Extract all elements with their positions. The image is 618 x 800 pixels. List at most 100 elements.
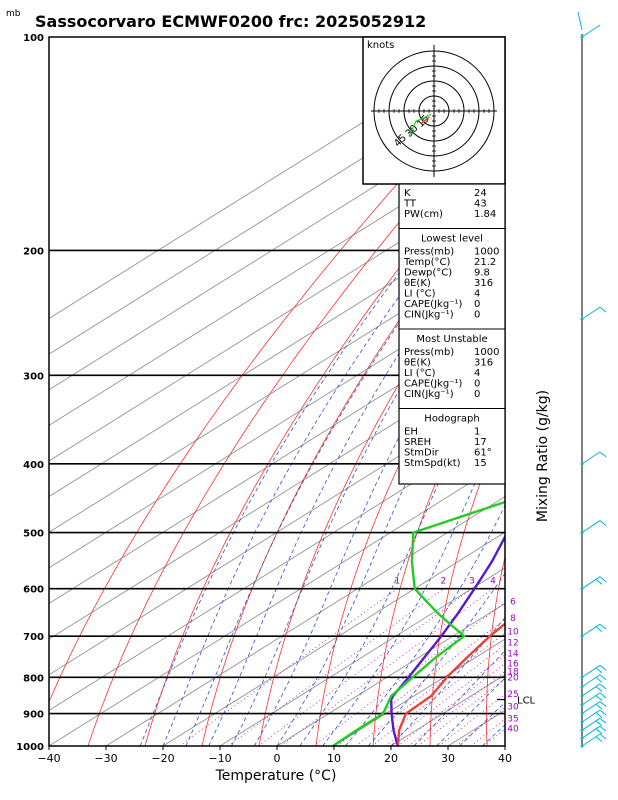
panel-row-value: 24 xyxy=(474,188,487,199)
temp-tick-label: −20 xyxy=(151,752,174,765)
wind-barb-flag xyxy=(599,623,607,630)
isotherm-line xyxy=(105,496,505,746)
mixing-ratio-line xyxy=(280,588,494,746)
isotherm-line xyxy=(49,389,505,676)
panel-section-header: Most Unstable xyxy=(416,334,487,345)
panel-section-header: Hodograph xyxy=(424,414,479,425)
isotherm-line xyxy=(276,603,505,746)
x-axis-title: Temperature (°C) xyxy=(215,768,337,784)
wind-barb-flag xyxy=(595,676,603,683)
hodograph-units: knots xyxy=(367,40,394,51)
mixing-ratio-line xyxy=(438,693,505,746)
panel-row-value: 4 xyxy=(474,368,480,379)
panel-row-value: 9.8 xyxy=(474,268,490,279)
isotherm-line xyxy=(49,353,505,640)
wind-barb-flag xyxy=(595,736,603,742)
wind-barb-flag xyxy=(595,720,603,727)
mixing-ratio-line xyxy=(470,718,505,746)
isotherm-line xyxy=(504,745,505,746)
panel-row-value: 316 xyxy=(474,278,493,289)
isotherm-line xyxy=(49,37,500,319)
isotherm-line xyxy=(49,104,505,391)
temp-tick-label: −40 xyxy=(37,752,60,765)
wind-barb-flag xyxy=(595,712,603,718)
dry-adiabat xyxy=(144,135,505,746)
panel-row-label: θE(K) xyxy=(404,278,431,289)
lcl-label: LCL xyxy=(517,696,536,707)
chart-title: Sassocorvaro ECMWF0200 frc: 2025052912 xyxy=(35,12,426,31)
mixing-ratio-label: 20 xyxy=(507,673,519,683)
hodograph-trace-red xyxy=(421,116,430,124)
mixing-ratio-line xyxy=(312,602,505,746)
pressure-tick-label: 900 xyxy=(23,710,44,721)
wind-barb-staff xyxy=(581,683,601,697)
wind-barb-staff xyxy=(581,623,601,637)
wind-barb-flag xyxy=(599,717,607,724)
mixing-ratio-label: 30 xyxy=(507,703,519,713)
pressure-tick-label: 600 xyxy=(23,585,44,596)
panel-row-value: 15 xyxy=(474,458,487,469)
mixing-ratio-label: 1 xyxy=(394,577,400,587)
moist-adiabat xyxy=(367,572,505,746)
panel-row-label: CIN(Jkg⁻¹) xyxy=(404,310,454,321)
hodograph-trace xyxy=(408,113,432,137)
isotherm-line xyxy=(162,531,505,746)
wind-barb-flag xyxy=(599,709,607,716)
panel-row-label: θE(K) xyxy=(404,358,431,369)
wind-barb-staff xyxy=(581,725,601,739)
panel-row-label: CAPE(Jkg⁻¹) xyxy=(404,299,462,310)
temp-tick-label: 0 xyxy=(274,752,281,765)
wind-barb-flag xyxy=(599,683,607,690)
panel-row-label: LI (°C) xyxy=(404,289,436,300)
panel-row-value: 43 xyxy=(474,199,487,210)
mixing-ratio-label: 25 xyxy=(507,690,518,700)
unit-mb: mb xyxy=(6,9,21,19)
wind-barb-flag xyxy=(595,703,603,710)
panel-row-label: Press(mb) xyxy=(404,247,454,258)
wind-barb-top xyxy=(577,11,583,31)
mixing-ratio-label: 35 xyxy=(507,715,518,725)
panel-row-value: 316 xyxy=(474,358,493,369)
wind-barb-flag xyxy=(599,520,607,526)
parcel-line xyxy=(389,534,505,746)
panel-row-label: EH xyxy=(404,427,418,438)
panel-row-value: 0 xyxy=(474,299,480,310)
panel-row-label: StmSpd(kt) xyxy=(404,458,461,469)
panel-row-value: 4 xyxy=(474,289,480,300)
panel-row-value: 1000 xyxy=(474,347,499,358)
wind-barb-flag xyxy=(595,626,603,633)
panel-row-value: 1000 xyxy=(474,247,499,258)
mixing-ratio-label: 4 xyxy=(490,577,496,587)
panel-row-label: Press(mb) xyxy=(404,347,454,358)
isotherm-line xyxy=(49,246,505,533)
isotherm-line xyxy=(49,460,505,746)
pressure-tick-label: 400 xyxy=(23,460,44,471)
wind-barb-flag xyxy=(595,667,603,674)
panel-row-value: 17 xyxy=(474,437,487,448)
isotherm-line xyxy=(49,139,505,426)
wind-barb-column xyxy=(577,11,607,748)
dry-adiabat xyxy=(594,37,618,746)
mixing-ratio-label: 18 xyxy=(507,668,519,678)
dry-adiabat xyxy=(541,37,618,746)
wind-barb-flag xyxy=(595,695,603,701)
pressure-axis: 100 200 300 400 500 600 700 800 900 1000 xyxy=(16,33,44,753)
y-axis-title-right: Mixing Ratio (g/kg) xyxy=(535,390,551,522)
panel-row-label: PW(cm) xyxy=(404,209,443,220)
moist-adiabat xyxy=(139,250,417,746)
temp-tick-label: 20 xyxy=(384,752,398,765)
wind-barb-flag xyxy=(599,664,607,671)
panel-row-label: CAPE(Jkg⁻¹) xyxy=(404,379,462,390)
panel-row-value: 21.2 xyxy=(474,257,496,268)
wind-barb-flag xyxy=(599,306,607,313)
mixing-ratio-label: 8 xyxy=(510,614,516,624)
mixing-ratio-label: 40 xyxy=(507,725,519,735)
panel-row-label: TT xyxy=(403,199,417,210)
mixing-ratio-label: 2 xyxy=(441,577,447,587)
temp-tick-label: 10 xyxy=(327,752,341,765)
dry-adiabat xyxy=(87,98,505,746)
profile-layer xyxy=(332,500,505,746)
